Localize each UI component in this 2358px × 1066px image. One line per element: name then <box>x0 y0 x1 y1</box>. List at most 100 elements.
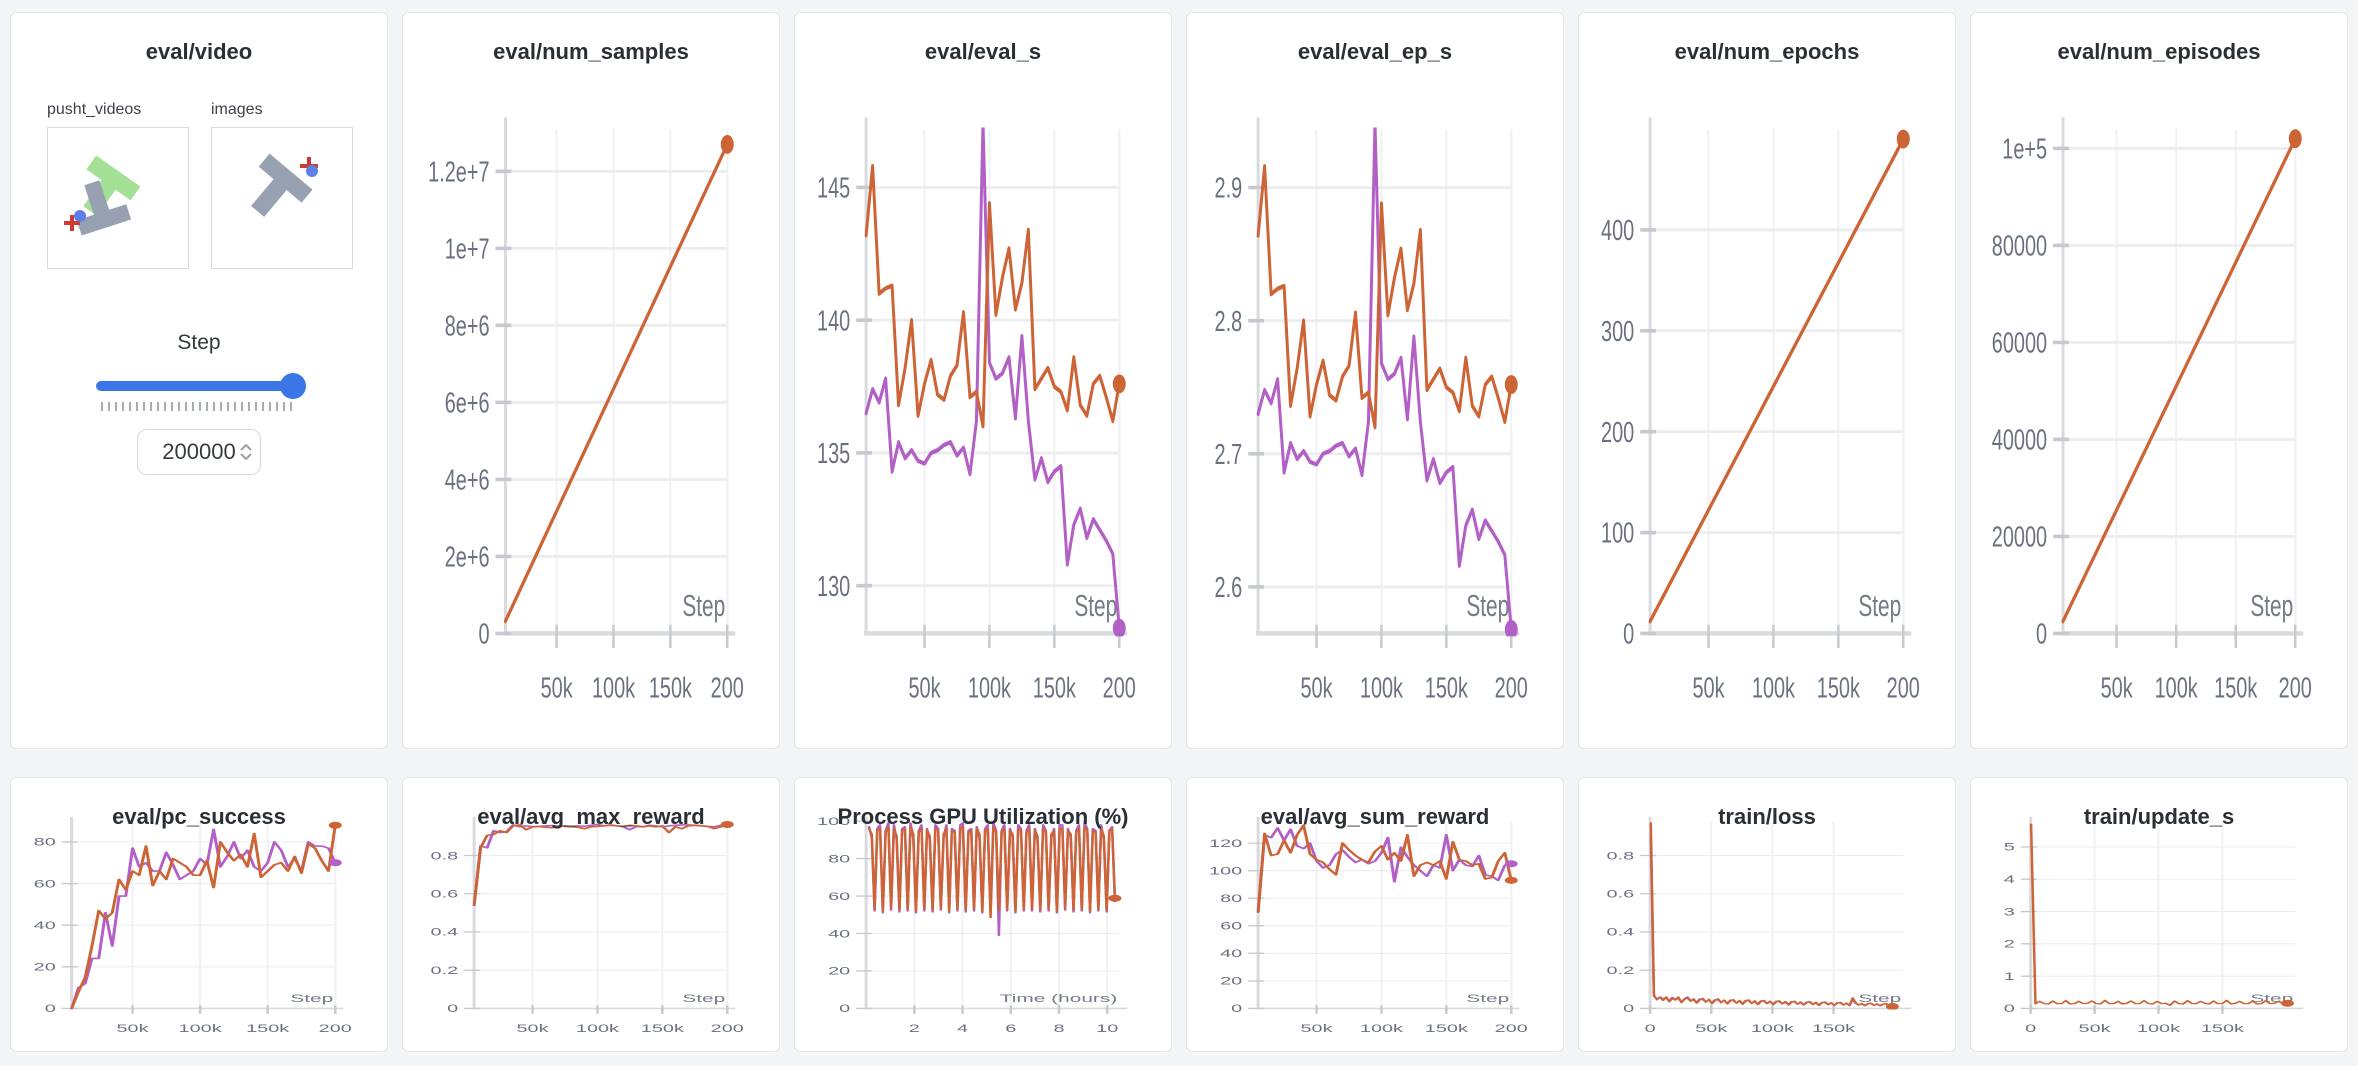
svg-text:0: 0 <box>2036 618 2047 651</box>
svg-text:4e+6: 4e+6 <box>445 464 490 497</box>
chart-title: eval/pc_success <box>112 804 286 829</box>
svg-text:100k: 100k <box>1752 672 1796 705</box>
svg-text:130: 130 <box>817 570 850 603</box>
line-chart-eval-num-samples[interactable]: 50k 100k 150k 200 0 2e+6 4e+6 6e+6 8e+6 1e+7 1.2e+… <box>403 13 779 748</box>
svg-text:100k: 100k <box>592 672 636 705</box>
svg-text:100: 100 <box>817 816 850 827</box>
chart-title: eval/avg_sum_reward <box>1260 804 1490 829</box>
svg-text:2.8: 2.8 <box>1215 305 1243 338</box>
chart-panel-eval-pc-success: eval/pc_success 50k 100k 150k 200 0 20 40 60 80 S… <box>10 777 388 1052</box>
svg-text:150k: 150k <box>246 1023 290 1034</box>
svg-text:145: 145 <box>817 172 850 205</box>
svg-text:100k: 100k <box>2155 672 2199 705</box>
chart-panel-train-update-s: train/update_s 0 50k 100k 150k 0 1 2 3 4 5 Step <box>1970 777 2348 1052</box>
svg-text:150k: 150k <box>2201 1023 2245 1034</box>
line-chart-eval-eval-ep-s[interactable]: 50k 100k 150k 200 2.6 2.7 2.8 2.9 Step <box>1187 13 1563 748</box>
line-chart-eval-num-epochs[interactable]: 50k 100k 150k 200 0 100 200 300 400 Step <box>1579 13 1955 748</box>
svg-text:0.4: 0.4 <box>431 927 459 938</box>
slider-track[interactable] <box>96 381 302 391</box>
slider-handle[interactable] <box>280 373 306 399</box>
chart-title: train/loss <box>1718 804 1816 829</box>
chart-title: eval/num_episodes <box>2057 39 2261 64</box>
svg-text:20: 20 <box>828 966 850 977</box>
svg-text:0.6: 0.6 <box>1607 889 1635 900</box>
svg-text:60000: 60000 <box>1992 327 2047 360</box>
svg-text:2e+6: 2e+6 <box>445 541 490 574</box>
line-chart-train-loss[interactable]: 0 50k 100k 150k 0 0.2 0.4 0.6 0.8 Step <box>1579 778 1955 1051</box>
panel-title: eval/video <box>145 39 253 64</box>
svg-text:135: 135 <box>817 437 850 470</box>
svg-text:60: 60 <box>828 891 850 902</box>
svg-text:3: 3 <box>2004 907 2015 918</box>
svg-text:2.7: 2.7 <box>1215 438 1243 471</box>
svg-text:Step: Step <box>1074 588 1117 623</box>
step-slider-label: Step <box>177 331 221 354</box>
svg-text:80: 80 <box>34 837 56 848</box>
svg-text:0: 0 <box>2025 1023 2036 1034</box>
chart-title: eval/num_epochs <box>1674 39 1860 64</box>
svg-text:80: 80 <box>1220 893 1242 904</box>
chart-title: Process GPU Utilization (%) <box>837 804 1129 829</box>
svg-text:200: 200 <box>711 672 744 705</box>
svg-text:1: 1 <box>2004 971 2015 982</box>
svg-text:2.9: 2.9 <box>1215 172 1243 205</box>
svg-text:200: 200 <box>1601 416 1634 449</box>
svg-text:0: 0 <box>447 1003 458 1014</box>
line-chart-eval-avg-sum-reward[interactable]: 50k 100k 150k 200 0 20 40 60 80 100 120 Step <box>1187 778 1563 1051</box>
svg-text:150k: 150k <box>649 672 693 705</box>
line-chart-eval-num-episodes[interactable]: 50k 100k 150k 200 0 20000 40000 60000 80000 1e+5 S… <box>1971 13 2347 748</box>
svg-text:50k: 50k <box>116 1023 149 1034</box>
svg-text:100k: 100k <box>1751 1023 1795 1034</box>
svg-text:1e+5: 1e+5 <box>2002 133 2047 166</box>
chart-panel-eval-num-episodes: eval/num_episodes 50k 100k 150k 200 0 20000 40… <box>1970 12 2348 749</box>
svg-text:0.6: 0.6 <box>431 889 459 900</box>
svg-text:Step: Step <box>1858 588 1901 623</box>
svg-text:1.2e+7: 1.2e+7 <box>428 156 489 189</box>
line-chart-eval-eval-s[interactable]: 50k 100k 150k 200 130 135 140 145 Step <box>795 13 1171 748</box>
svg-text:200: 200 <box>711 1023 744 1034</box>
svg-text:100k: 100k <box>968 672 1012 705</box>
svg-text:40: 40 <box>1220 948 1242 959</box>
chart-title: train/update_s <box>2083 804 2235 829</box>
svg-text:0.4: 0.4 <box>1607 927 1635 938</box>
svg-text:0.8: 0.8 <box>1607 851 1635 862</box>
svg-text:0.2: 0.2 <box>1607 965 1635 976</box>
svg-text:0: 0 <box>1231 1003 1242 1014</box>
svg-text:150k: 150k <box>641 1023 685 1034</box>
chart-panel-process-gpu-utilization: Process GPU Utilization (%) 2 4 6 8 10 0 20 40 6… <box>794 777 1172 1052</box>
svg-text:0: 0 <box>1645 1023 1656 1034</box>
svg-text:60: 60 <box>1220 921 1242 932</box>
media-label: pusht_videos <box>47 101 142 118</box>
step-input[interactable] <box>154 438 244 466</box>
svg-text:4: 4 <box>2004 874 2015 885</box>
svg-text:Step: Step <box>290 992 333 1005</box>
svg-text:0.8: 0.8 <box>431 851 459 862</box>
svg-text:50k: 50k <box>909 672 942 705</box>
svg-text:100k: 100k <box>1360 672 1404 705</box>
svg-text:200: 200 <box>1887 672 1920 705</box>
agent-dot <box>74 210 86 222</box>
svg-text:5: 5 <box>2004 842 2015 853</box>
line-chart-eval-pc-success[interactable]: 50k 100k 150k 200 0 20 40 60 80 Step <box>11 778 387 1051</box>
svg-text:150k: 150k <box>1817 672 1861 705</box>
chart-title: eval/eval_ep_s <box>1297 39 1453 64</box>
chart-title: eval/eval_s <box>924 39 1042 64</box>
svg-text:100k: 100k <box>179 1023 223 1034</box>
chart-panel-eval-eval-s: eval/eval_s 50k 100k 150k 200 130 135 140 145 St… <box>794 12 1172 749</box>
image-thumbnail[interactable] <box>211 127 353 269</box>
svg-text:80: 80 <box>828 854 850 865</box>
chart-panel-eval-eval-ep-s: eval/eval_ep_s 50k 100k 150k 200 2.6 2.7 2.8 2.… <box>1186 12 1564 749</box>
step-slider[interactable] <box>96 373 306 399</box>
svg-text:50k: 50k <box>1693 672 1726 705</box>
video-thumbnail[interactable] <box>47 127 189 269</box>
svg-text:50k: 50k <box>2101 672 2134 705</box>
stepper-down-icon[interactable] <box>240 453 252 460</box>
line-chart-eval-avg-max-reward[interactable]: 50k 100k 150k 200 0 0.2 0.4 0.6 0.8 Step <box>403 778 779 1051</box>
svg-text:40000: 40000 <box>1992 424 2047 457</box>
svg-text:120: 120 <box>1209 838 1242 849</box>
stepper-up-icon[interactable] <box>240 444 252 451</box>
chart-title: eval/avg_max_reward <box>477 804 705 829</box>
